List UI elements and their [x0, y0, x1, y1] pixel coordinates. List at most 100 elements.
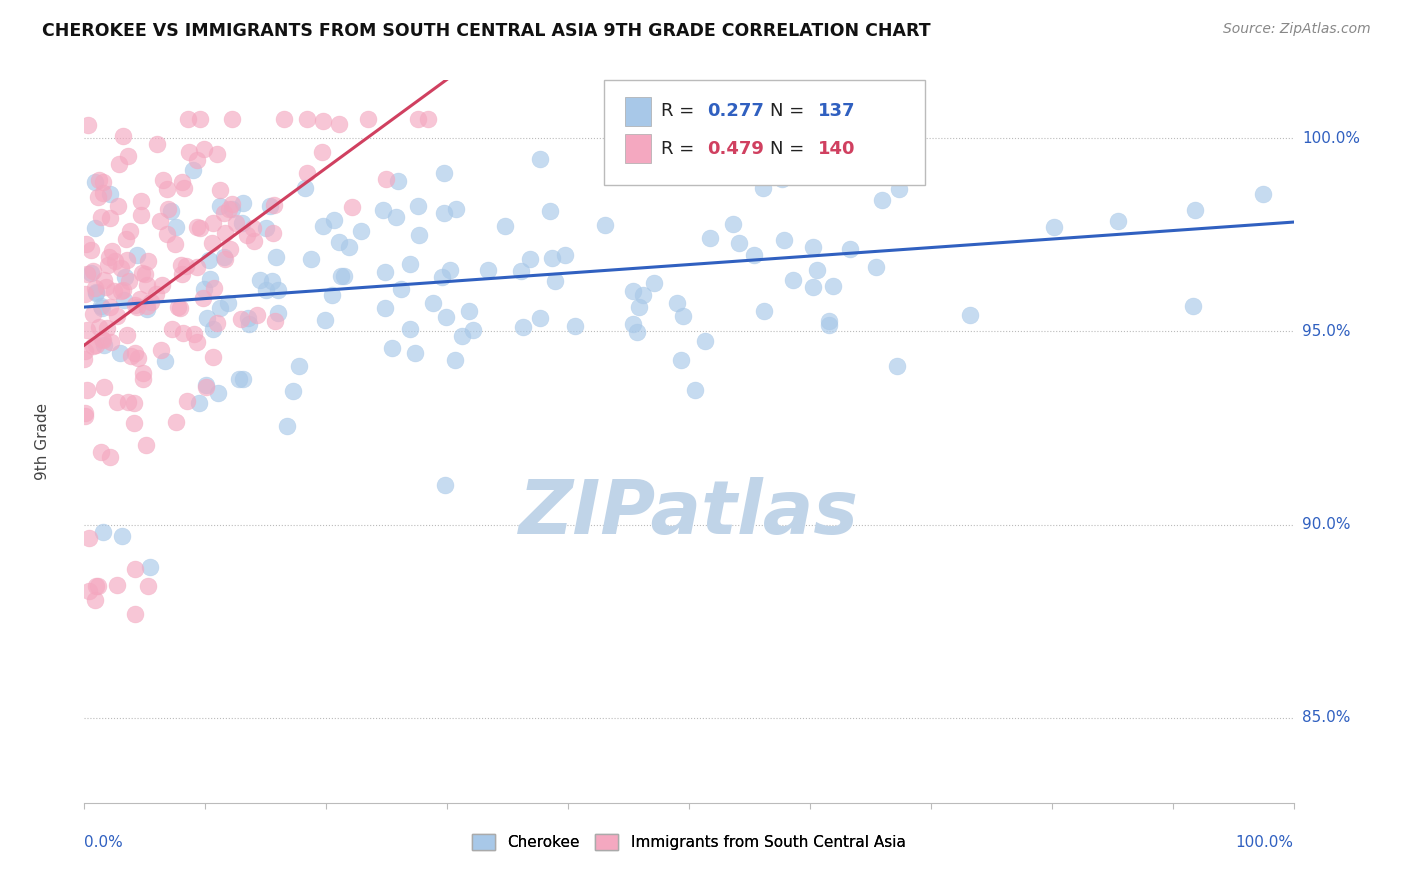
Point	[281, 384, 304, 398]
Point	[194, 380, 217, 394]
Text: 90.0%: 90.0%	[1302, 517, 1350, 533]
Point	[273, 112, 295, 126]
Point	[129, 208, 152, 222]
Point	[101, 244, 124, 258]
Point	[145, 137, 167, 152]
Point	[232, 196, 254, 211]
Point	[111, 283, 134, 297]
Point	[432, 166, 454, 180]
Point	[439, 263, 461, 277]
Text: 9th Grade: 9th Grade	[35, 403, 49, 480]
Point	[141, 295, 163, 310]
Point	[538, 203, 561, 218]
Point	[728, 236, 751, 251]
Point	[883, 112, 905, 126]
Point	[217, 296, 239, 310]
Point	[375, 171, 398, 186]
Point	[212, 251, 235, 265]
Point	[406, 199, 429, 213]
FancyBboxPatch shape	[605, 80, 925, 185]
Point	[172, 175, 194, 189]
Point	[457, 304, 479, 318]
Point	[374, 265, 396, 279]
Point	[544, 274, 567, 288]
Point	[150, 277, 173, 292]
Text: CHEROKEE VS IMMIGRANTS FROM SOUTH CENTRAL ASIA 9TH GRADE CORRELATION CHART: CHEROKEE VS IMMIGRANTS FROM SOUTH CENTRA…	[42, 22, 931, 40]
Point	[105, 578, 128, 592]
Point	[100, 211, 122, 225]
Point	[264, 250, 287, 264]
Point	[238, 310, 260, 325]
Point	[202, 350, 225, 364]
Point	[108, 157, 131, 171]
Point	[391, 282, 413, 296]
Point	[153, 354, 176, 368]
Point	[328, 235, 350, 249]
Point	[328, 117, 350, 131]
Point	[321, 287, 343, 301]
Point	[221, 202, 243, 217]
Point	[186, 153, 208, 168]
Point	[149, 343, 172, 357]
Point	[197, 311, 219, 326]
Point	[631, 288, 654, 302]
Point	[91, 524, 114, 539]
Point	[430, 270, 453, 285]
Text: 0.277: 0.277	[707, 103, 763, 120]
Point	[254, 283, 277, 297]
Point	[165, 415, 187, 429]
Point	[125, 301, 148, 315]
Point	[718, 114, 741, 128]
Point	[512, 319, 534, 334]
Point	[73, 351, 96, 366]
Point	[188, 112, 211, 126]
Point	[540, 251, 562, 265]
Point	[314, 312, 336, 326]
Point	[208, 199, 231, 213]
Point	[699, 231, 721, 245]
Point	[671, 353, 693, 368]
Point	[806, 263, 828, 277]
Point	[323, 212, 346, 227]
Point	[422, 296, 444, 310]
Point	[84, 592, 107, 607]
Point	[509, 264, 531, 278]
Point	[357, 112, 380, 126]
Legend: Cherokee, Immigrants from South Central Asia: Cherokee, Immigrants from South Central …	[467, 829, 911, 856]
Point	[91, 332, 114, 346]
Point	[166, 300, 188, 314]
Point	[818, 314, 841, 328]
Point	[93, 273, 115, 287]
Point	[242, 221, 264, 235]
Point	[312, 113, 335, 128]
Point	[193, 291, 215, 305]
Point	[128, 293, 150, 307]
Point	[124, 298, 146, 312]
Point	[82, 339, 104, 353]
Point	[100, 450, 122, 464]
Text: 95.0%: 95.0%	[1302, 324, 1350, 339]
Point	[131, 266, 153, 280]
Point	[136, 579, 159, 593]
Point	[626, 325, 648, 339]
Point	[463, 323, 485, 337]
Text: Source: ZipAtlas.com: Source: ZipAtlas.com	[1223, 22, 1371, 37]
Point	[127, 351, 149, 365]
Point	[77, 583, 100, 598]
Point	[173, 181, 195, 195]
Point	[117, 327, 139, 342]
Point	[607, 164, 630, 178]
Point	[170, 258, 193, 272]
Point	[721, 217, 744, 231]
Point	[477, 262, 499, 277]
Point	[381, 341, 404, 355]
Point	[84, 281, 107, 295]
Point	[125, 248, 148, 262]
Point	[529, 153, 551, 167]
Point	[80, 243, 103, 257]
Point	[90, 301, 112, 316]
Point	[263, 198, 285, 212]
Point	[870, 193, 893, 207]
Point	[193, 142, 215, 156]
Point	[593, 219, 616, 233]
